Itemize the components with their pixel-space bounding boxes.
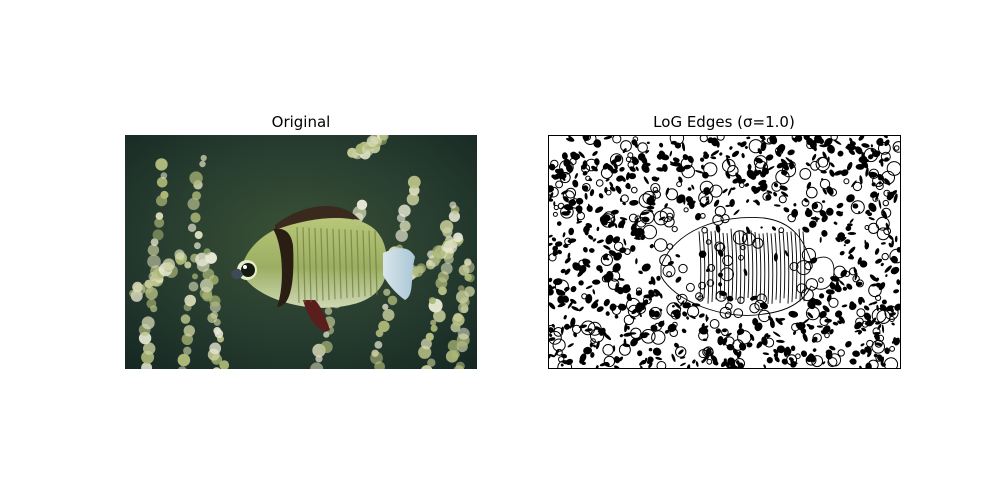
log-edges-panel-title: LoG Edges (σ=1.0) bbox=[653, 113, 795, 131]
original-fish-coral-image bbox=[125, 135, 477, 369]
log-edges-image-panel bbox=[548, 135, 901, 369]
log-edges-image bbox=[549, 136, 900, 368]
fish bbox=[231, 206, 415, 332]
original-image-panel bbox=[125, 135, 477, 369]
original-panel-title: Original bbox=[271, 113, 331, 131]
